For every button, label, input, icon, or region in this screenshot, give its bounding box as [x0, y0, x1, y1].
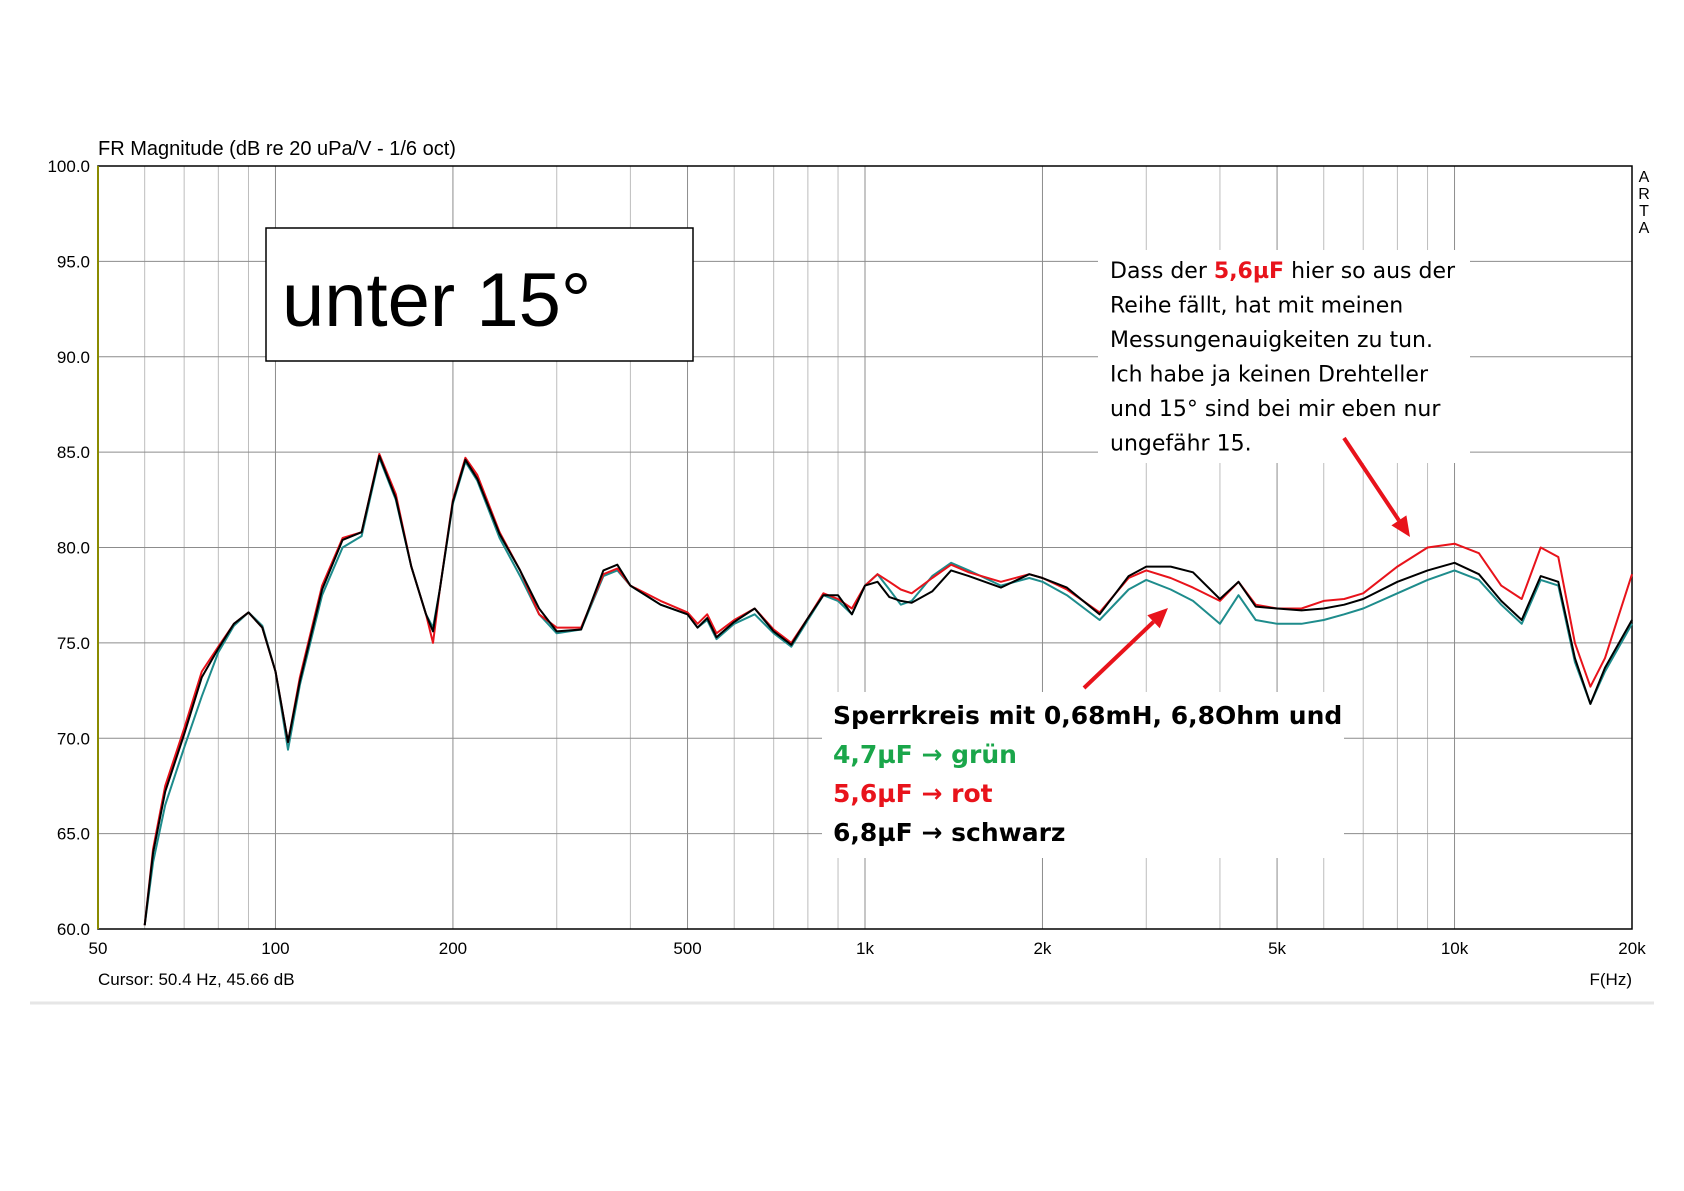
x-tick-label: 2k	[1033, 939, 1051, 958]
watermark-letter: T	[1639, 203, 1649, 220]
angle-label: unter 15°	[282, 258, 591, 343]
y-tick-label: 100.0	[47, 157, 90, 176]
x-tick-label: 1k	[856, 939, 874, 958]
note-segment: Dass der	[1110, 259, 1214, 284]
series-line-1	[143, 456, 1633, 926]
note-box	[1098, 250, 1470, 463]
x-tick-label: 5k	[1268, 939, 1286, 958]
note-segment: Messungenauigkeiten zu tun.	[1110, 328, 1433, 353]
x-tick-label: 50	[89, 939, 108, 958]
note-arrow	[1342, 436, 1410, 537]
cursor-readout: Cursor: 50.4 Hz, 45.66 dB	[98, 970, 295, 989]
watermark-letter: A	[1639, 169, 1650, 186]
legend-line: Sperrkreis mit 0,68mH, 6,8Ohm und	[833, 701, 1342, 730]
axis-labels: 60.0 65.0 70.0 75.0 80.0 85.0 90.0 95.0 100.0 50 1…	[47, 157, 1649, 958]
series-line-3	[143, 454, 1633, 926]
note-line: und 15° sind bei mir eben nur	[1110, 397, 1441, 422]
note-segment: Ich habe ja keinen Drehteller	[1110, 363, 1429, 388]
note-segment: ungefähr 15.	[1110, 432, 1252, 457]
note-segment: 5,6µF	[1214, 259, 1284, 284]
note-line: Messungenauigkeiten zu tun.	[1110, 328, 1433, 353]
note-segment: Reihe fällt, hat mit meinen	[1110, 294, 1403, 319]
arrow-head	[1391, 515, 1410, 537]
watermark-letter: R	[1638, 186, 1650, 203]
y-tick-label: 60.0	[57, 920, 90, 939]
chart-title: FR Magnitude (dB re 20 uPa/V - 1/6 oct)	[98, 138, 456, 160]
y-tick-label: 80.0	[57, 539, 90, 558]
y-tick-label: 75.0	[57, 634, 90, 653]
x-tick-label: 10k	[1441, 939, 1469, 958]
y-tick-label: 90.0	[57, 348, 90, 367]
arrow-shaft	[1082, 620, 1155, 690]
y-tick-label: 70.0	[57, 729, 90, 748]
annotations: unter 15° Dass der 5,6µF hier so aus der R…	[265, 227, 1470, 858]
note-line: Ich habe ja keinen Drehteller	[1110, 363, 1429, 388]
legend-box	[822, 692, 1344, 858]
note-segment: und 15° sind bei mir eben nur	[1110, 397, 1441, 422]
x-tick-label: 500	[673, 939, 701, 958]
x-tick-label: 20k	[1618, 939, 1646, 958]
y-tick-label: 95.0	[57, 252, 90, 271]
arrow-shaft	[1342, 436, 1401, 522]
legend-line: 6,8µF → schwarz	[833, 818, 1065, 847]
y-tick-label: 65.0	[57, 825, 90, 844]
legend-arrow	[1082, 608, 1168, 690]
angle-label-box	[265, 227, 694, 362]
x-axis-label: F(Hz)	[1590, 970, 1632, 989]
arrow-head	[1147, 608, 1168, 629]
note-line: Reihe fällt, hat mit meinen	[1110, 294, 1403, 319]
legend-line: 5,6µF → rot	[833, 779, 993, 808]
y-tick-label: 85.0	[57, 443, 90, 462]
x-tick-label: 100	[261, 939, 289, 958]
note-line: ungefähr 15.	[1110, 432, 1252, 457]
note-line: Dass der 5,6µF hier so aus der	[1110, 259, 1456, 284]
chart-series	[143, 453, 1633, 926]
watermark-letter: A	[1639, 220, 1650, 237]
note-segment: hier so aus der	[1284, 259, 1456, 284]
legend-line: 4,7µF → grün	[833, 740, 1017, 769]
x-tick-label: 200	[439, 939, 467, 958]
